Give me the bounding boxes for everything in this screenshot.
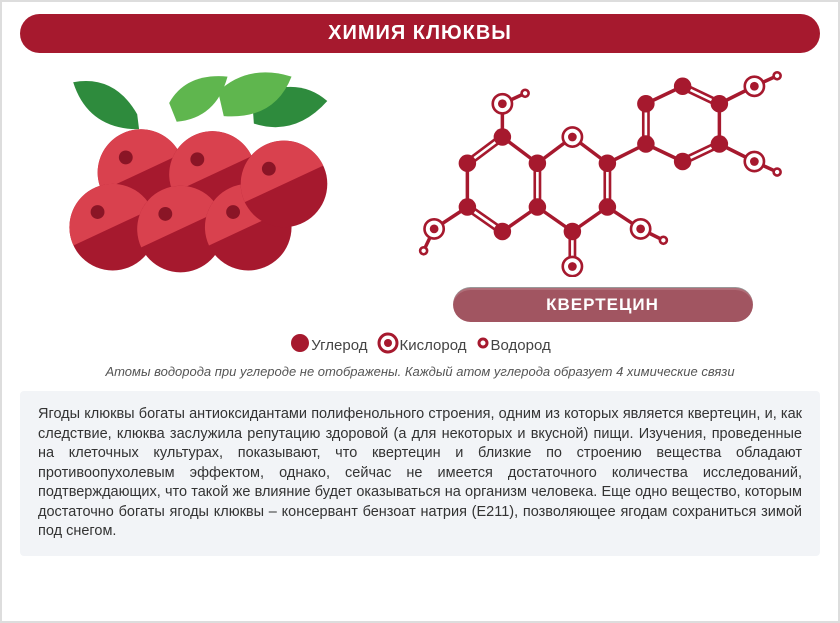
- legend-label: Кислород: [399, 337, 466, 354]
- hydrogen-atom: [659, 237, 666, 244]
- carbon-atom: [710, 95, 728, 113]
- legend-item-carbon: Углерод: [289, 332, 367, 358]
- carbon-atom: [637, 95, 655, 113]
- hydrogen-atom: [521, 90, 528, 97]
- legend: Углерод Кислород Водород: [20, 332, 820, 358]
- hydrogen-atom: [773, 169, 780, 176]
- carbon-atom: [528, 198, 546, 216]
- carbon-atom: [637, 135, 655, 153]
- compound-label: КВЕРТЕЦИН: [453, 287, 753, 322]
- carbon-atom: [673, 78, 691, 96]
- carbon-atom: [493, 223, 511, 241]
- cranberries-illustration: [28, 67, 348, 297]
- carbon-atom: [710, 135, 728, 153]
- oxygen-atom: [568, 133, 577, 142]
- description-text: Ягоды клюквы богаты антиоксидантами поли…: [20, 391, 820, 556]
- legend-label: Углерод: [311, 337, 367, 354]
- legend-item-oxygen: Кислород: [377, 332, 466, 358]
- oxygen-atom: [750, 157, 759, 166]
- oxygen-atom: [498, 99, 507, 108]
- legend-label: Водород: [490, 337, 550, 354]
- carbon-atom: [458, 198, 476, 216]
- carbon-atom: [458, 155, 476, 173]
- carbon-atom: [673, 153, 691, 171]
- oxygen-atom: [568, 262, 577, 271]
- carbon-atom: [493, 128, 511, 146]
- carbon-atom: [598, 198, 616, 216]
- title-banner: ХИМИЯ КЛЮКВЫ: [20, 14, 820, 53]
- molecule-block: КВЕРТЕЦИН: [393, 67, 813, 322]
- legend-item-hydrogen: Водород: [476, 336, 550, 354]
- carbon-atom: [528, 155, 546, 173]
- hydrogen-atom: [420, 247, 427, 254]
- hydrogen-atom: [773, 72, 780, 79]
- main-row: КВЕРТЕЦИН: [20, 67, 820, 322]
- oxygen-atom: [750, 82, 759, 91]
- oxygen-atom: [429, 225, 438, 234]
- carbon-atom: [563, 223, 581, 241]
- footnote: Атомы водорода при углероде не отображен…: [20, 364, 820, 379]
- oxygen-atom: [636, 225, 645, 234]
- quercetin-structure: [393, 67, 813, 277]
- compound-label-wrap: КВЕРТЕЦИН: [453, 287, 753, 322]
- carbon-atom: [598, 155, 616, 173]
